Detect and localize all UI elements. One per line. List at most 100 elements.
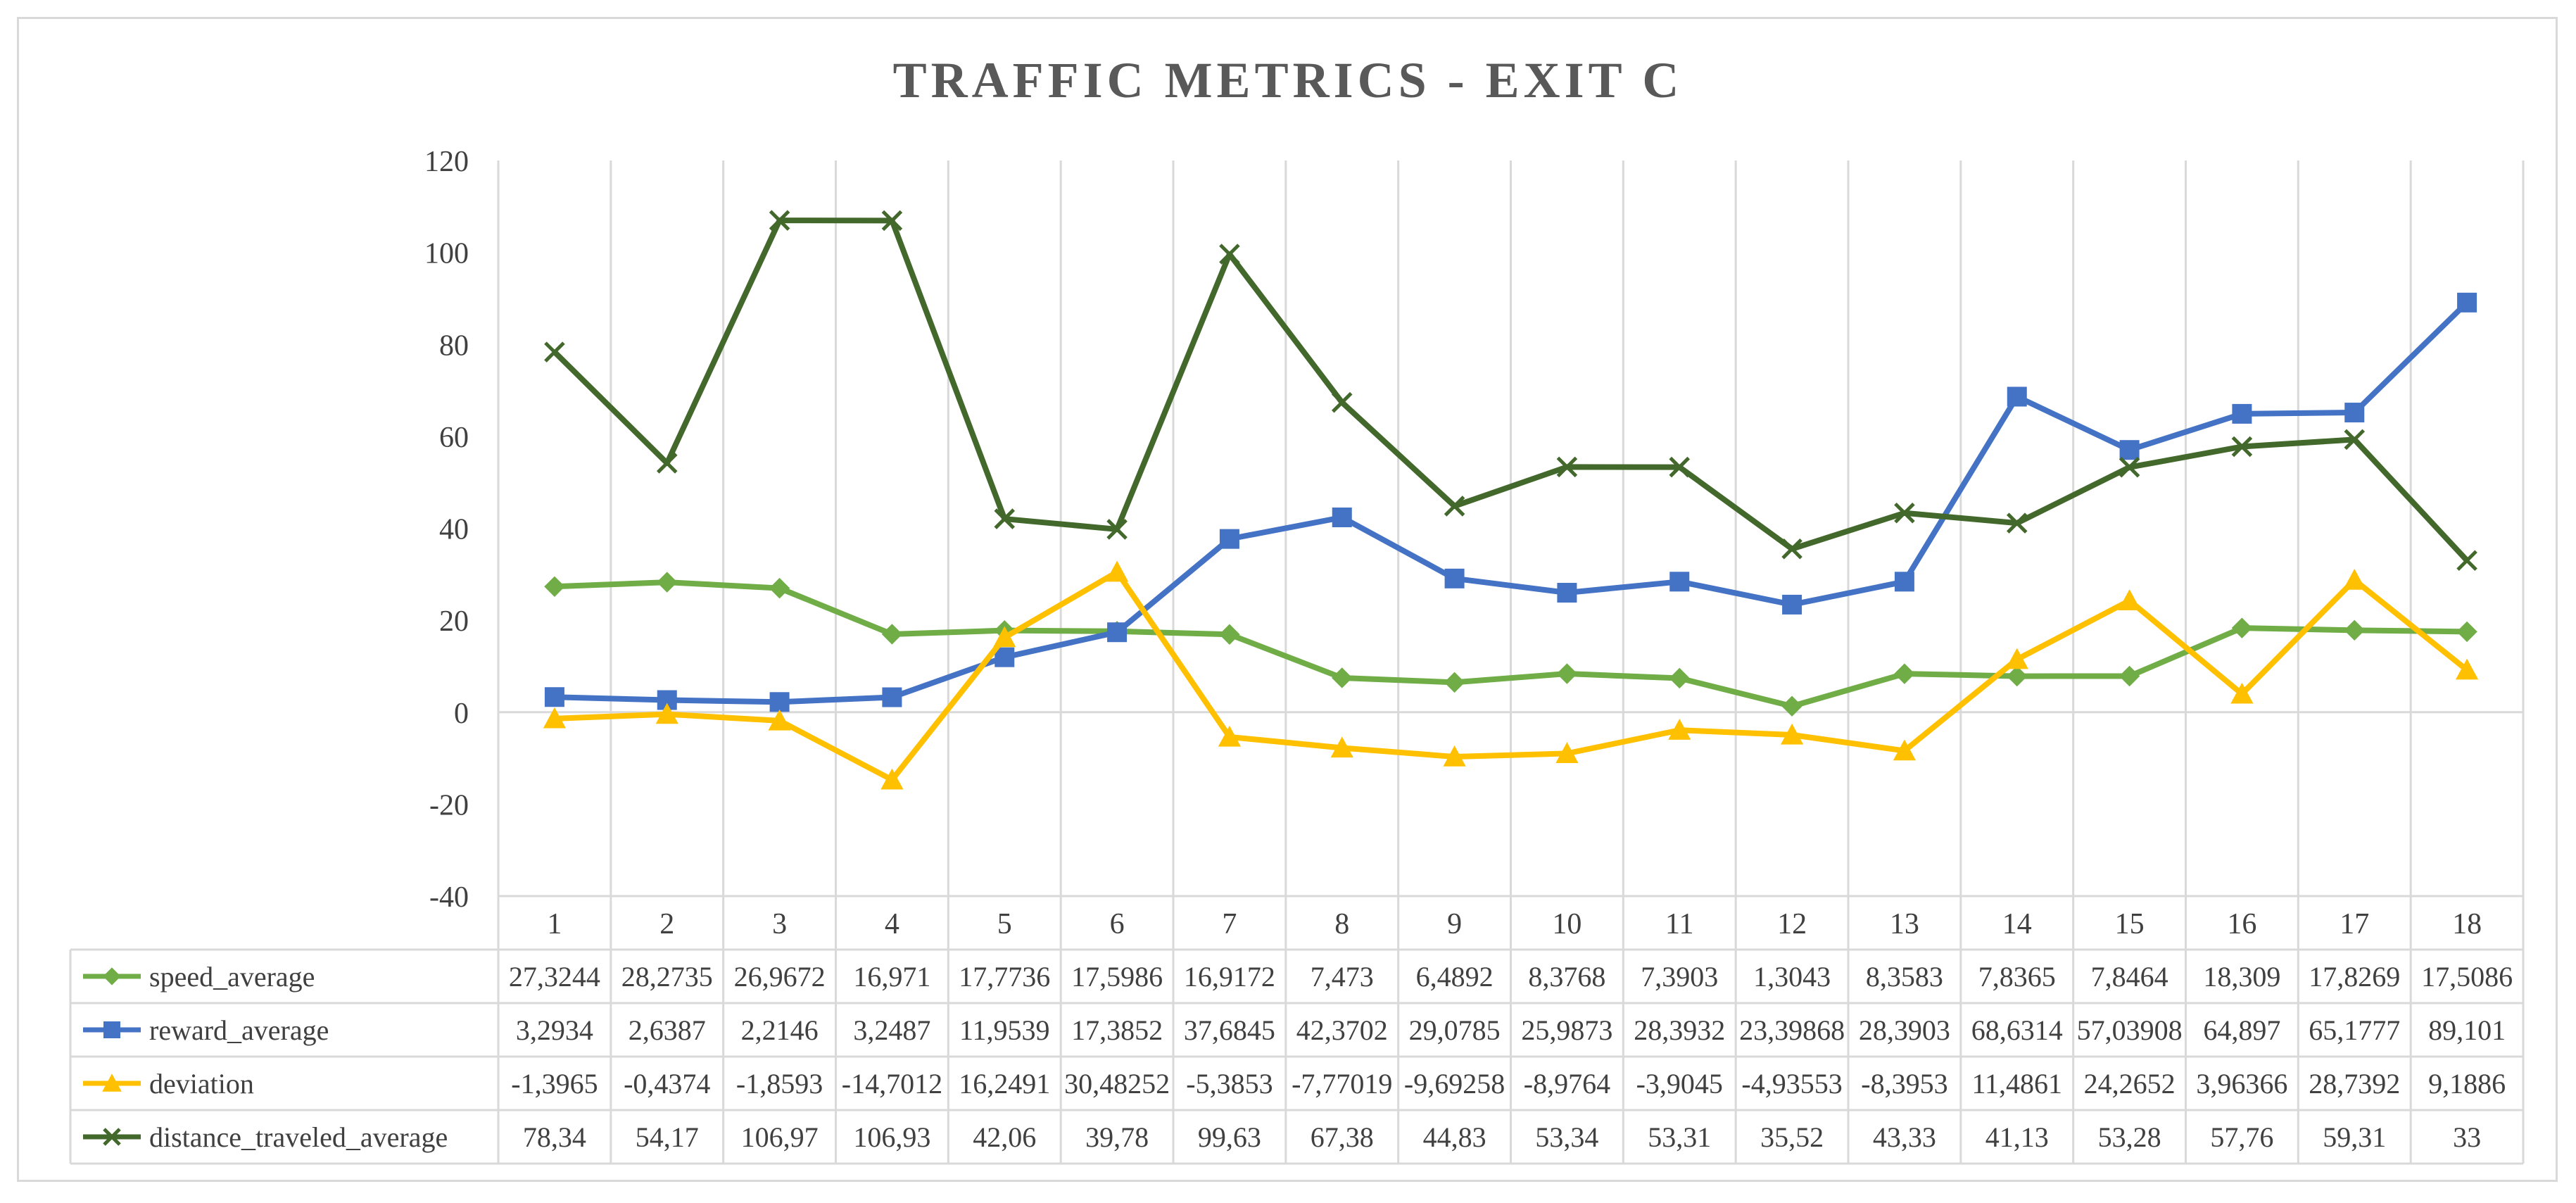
data-point-marker (1105, 560, 1129, 582)
data-table-cell: 28,7392 (2309, 1068, 2400, 1100)
legend-entry-speed_average: speed_average (83, 961, 315, 993)
data-table: 1 2 3 4 5 6 7 8 9 10 11 12 13 14 15 16 17 18speed_average… (69, 895, 2523, 1165)
data-table-cell: 68,6314 (1971, 1014, 2063, 1046)
data-table-cell: 8,3583 (1866, 961, 1943, 993)
data-table-cell: -9,69258 (1404, 1068, 1505, 1100)
data-table-cell: 89,101 (2428, 1014, 2506, 1046)
data-point-marker (995, 647, 1015, 667)
data-point-marker (1894, 502, 1915, 524)
data-table-cell: 16,971 (853, 961, 930, 993)
data-point-marker (1444, 672, 1465, 693)
data-point-marker (2344, 619, 2365, 641)
y-tick-label: -40 (429, 881, 469, 914)
x-tick-label: 18 (2452, 908, 2482, 940)
data-table-cell: 25,9873 (1521, 1014, 1612, 1046)
y-tick-label: 80 (439, 329, 469, 362)
legend-label: deviation (149, 1068, 254, 1100)
data-table-cell: 23,39868 (1739, 1014, 1845, 1046)
data-point-marker (768, 709, 791, 731)
data-point-marker (1219, 624, 1240, 645)
series-distance_traveled_average (544, 210, 2477, 571)
y-tick-label: 120 (424, 146, 469, 178)
data-table-cell: 16,9172 (1184, 961, 1275, 993)
x-marker-stroke (1894, 502, 1915, 524)
data-point-marker (2343, 568, 2366, 590)
data-table-cell: 27,3244 (509, 961, 600, 993)
data-point-marker (1555, 742, 1579, 764)
data-point-marker (1443, 745, 1466, 767)
data-table-cell: 29,0785 (1409, 1014, 1501, 1046)
y-tick-label: 60 (439, 422, 469, 454)
data-table-cell: 2,2146 (741, 1014, 819, 1046)
data-table-cell: -1,8593 (736, 1068, 823, 1100)
data-table-cell: 17,5986 (1071, 961, 1163, 993)
data-point-marker (2231, 436, 2253, 458)
data-point-marker (1669, 456, 1691, 478)
data-point-marker (1781, 538, 1802, 560)
x-tick-label: 3 (772, 908, 787, 940)
y-axis: -40 -20 0 20 40 60 80 100 120 (424, 146, 469, 914)
series-line (554, 300, 2469, 705)
data-table-cell: 65,1777 (2309, 1014, 2400, 1046)
data-point-marker (881, 210, 903, 232)
data-table-cell: 53,28 (2098, 1121, 2161, 1153)
data-table-cell: 28,3932 (1634, 1014, 1725, 1046)
data-table-cell: 67,38 (1311, 1121, 1374, 1153)
series-reward_average (544, 292, 2477, 712)
data-point-marker (769, 210, 790, 231)
data-point-marker (1780, 723, 1804, 745)
data-table-cell: -3,9045 (1636, 1068, 1723, 1100)
series-line (554, 569, 2469, 783)
x-marker-stroke (881, 210, 903, 232)
data-point-marker (1781, 695, 1802, 717)
x-tick-label: 12 (1777, 908, 1807, 940)
data-point-marker (1893, 739, 1917, 761)
x-tick-label: 7 (1222, 908, 1237, 940)
data-table-cell: 18,309 (2203, 961, 2280, 993)
data-table-cell: 78,34 (523, 1121, 586, 1153)
data-point-marker (103, 1128, 121, 1146)
data-point-marker (1332, 667, 1353, 688)
data-point-marker (544, 341, 565, 363)
data-table-cell: 17,3852 (1071, 1014, 1163, 1046)
x-marker-stroke (1106, 519, 1128, 540)
x-tick-label: 5 (997, 908, 1012, 940)
data-table-cell: 42,3702 (1296, 1014, 1388, 1046)
data-table-cell: 35,52 (1760, 1121, 1824, 1153)
data-table-cell: 57,03908 (2077, 1014, 2183, 1046)
data-table-cell: 7,3903 (1641, 961, 1718, 993)
x-tick-label: 4 (885, 908, 899, 940)
data-point-marker (1331, 391, 1353, 413)
data-table-cell: 39,78 (1085, 1121, 1149, 1153)
data-point-marker (1669, 667, 1690, 689)
legend-label: speed_average (149, 961, 315, 993)
data-point-marker (1556, 663, 1578, 684)
data-point-marker (769, 577, 790, 599)
data-point-marker (1218, 725, 1242, 747)
data-point-marker (544, 687, 564, 707)
data-point-marker (2005, 648, 2028, 669)
data-table-cell: 11,4861 (1971, 1068, 2062, 1100)
data-point-marker (2456, 550, 2477, 571)
data-point-marker (544, 576, 565, 597)
data-table-cell: 8,3768 (1528, 961, 1605, 993)
data-point-marker (543, 707, 567, 729)
data-point-marker (994, 508, 1016, 529)
x-tick-label: 2 (659, 908, 674, 940)
data-point-marker (2231, 617, 2253, 638)
data-table-cell: 17,5086 (2421, 961, 2513, 993)
data-point-marker (880, 768, 904, 790)
data-point-marker (882, 687, 902, 707)
data-point-marker (103, 967, 121, 985)
data-point-marker (2344, 403, 2365, 423)
data-point-marker (2456, 621, 2477, 643)
data-table-cell: 42,06 (973, 1121, 1036, 1153)
data-table-cell: 28,3903 (1859, 1014, 1950, 1046)
data-table-cell: 106,93 (853, 1121, 930, 1153)
data-point-marker (1894, 663, 1915, 684)
data-point-marker (1444, 496, 1465, 517)
data-point-marker (993, 626, 1016, 648)
x-marker-stroke (1556, 456, 1578, 478)
data-table-cell: 17,8269 (2309, 961, 2400, 993)
